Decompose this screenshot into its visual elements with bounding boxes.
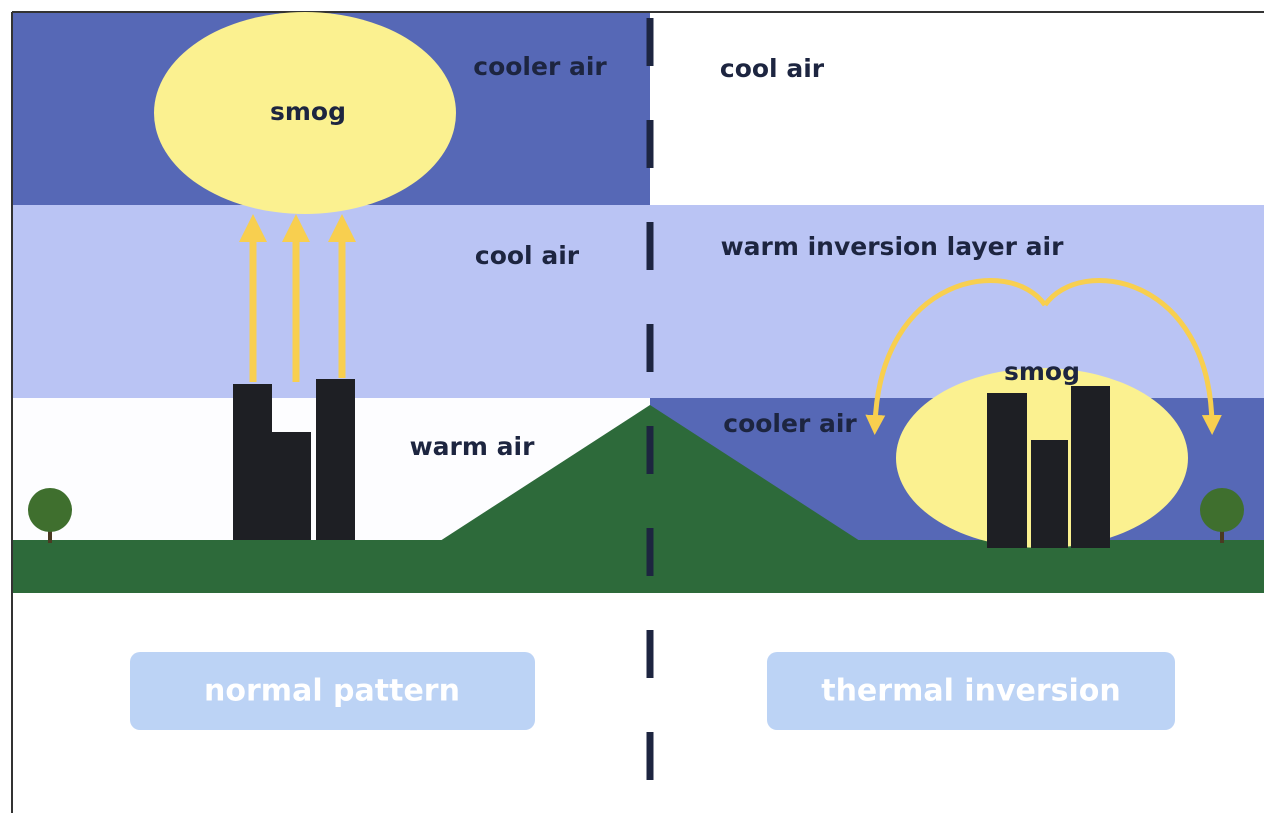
buildings [987, 386, 1110, 548]
buildings [233, 379, 355, 540]
band-cool [13, 205, 650, 398]
smog-cloud [154, 12, 456, 214]
caption-box [130, 652, 535, 730]
layer-label: cooler air [473, 52, 607, 81]
tree [28, 488, 72, 543]
rising-arrows [239, 214, 356, 382]
smog-label: smog [1004, 357, 1080, 386]
layer-label: cool air [475, 241, 580, 270]
caption: normal pattern [204, 674, 460, 709]
tree [1200, 488, 1244, 543]
hill [650, 405, 860, 541]
caption: thermal inversion [821, 674, 1121, 709]
smog-label: smog [270, 97, 346, 126]
trapped-arrows [865, 277, 1222, 435]
ground [13, 540, 1264, 593]
layer-label: warm inversion layer air [721, 232, 1065, 261]
layer-label: warm air [410, 432, 535, 461]
caption-box [767, 652, 1175, 730]
layer-label: cooler air [723, 409, 857, 438]
layer-label: cool air [720, 54, 825, 83]
hill [440, 405, 650, 541]
